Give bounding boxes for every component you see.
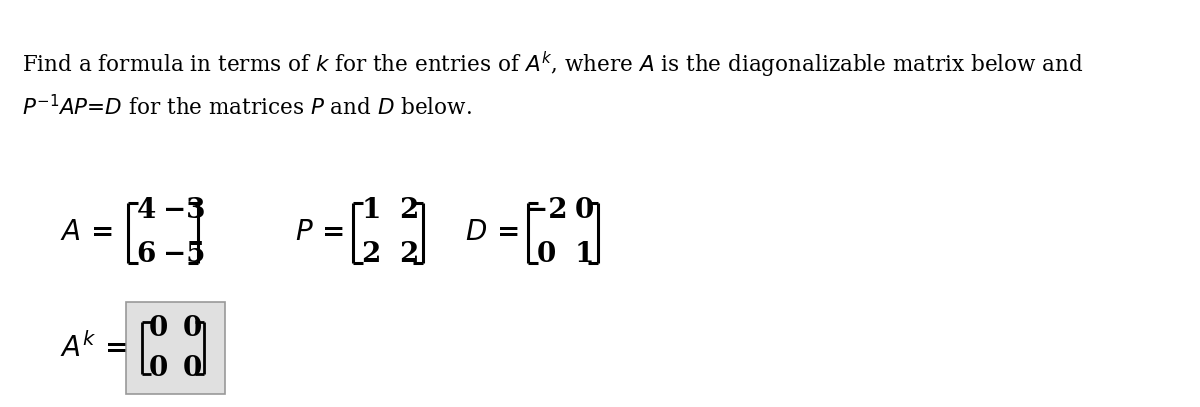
Text: Find a formula in terms of $\it{k}$ for the entries of $\it{A}^{\it{k}}$, where : Find a formula in terms of $\it{k}$ for … bbox=[22, 50, 1084, 80]
Text: 2: 2 bbox=[400, 241, 419, 269]
Text: 1: 1 bbox=[361, 197, 380, 225]
Text: $\it{D}$ =: $\it{D}$ = bbox=[466, 219, 518, 247]
Text: 0: 0 bbox=[575, 197, 594, 225]
Text: −3: −3 bbox=[163, 197, 205, 225]
Text: 6: 6 bbox=[137, 241, 156, 269]
Text: 1: 1 bbox=[575, 241, 594, 269]
Text: $\it{P}^{-1}\it{A}\it{P}$=$\it{D}$ for the matrices $\it{P}$ and $\it{D}$ below.: $\it{P}^{-1}\it{A}\it{P}$=$\it{D}$ for t… bbox=[22, 95, 472, 120]
Text: 0: 0 bbox=[182, 315, 202, 341]
Text: $\it{A}^{\it{k}}$ =: $\it{A}^{\it{k}}$ = bbox=[60, 333, 126, 363]
Text: $\it{P}$ =: $\it{P}$ = bbox=[295, 219, 343, 247]
Text: 0: 0 bbox=[149, 354, 168, 381]
Text: 4: 4 bbox=[137, 197, 156, 225]
Text: 2: 2 bbox=[361, 241, 380, 269]
Text: 2: 2 bbox=[400, 197, 419, 225]
Text: 0: 0 bbox=[536, 241, 556, 269]
Text: 0: 0 bbox=[149, 315, 168, 341]
Text: −5: −5 bbox=[163, 241, 205, 269]
Text: 0: 0 bbox=[182, 354, 202, 381]
Text: −2: −2 bbox=[524, 197, 568, 225]
Text: $\it{A}$ =: $\it{A}$ = bbox=[60, 219, 113, 247]
FancyBboxPatch shape bbox=[126, 302, 224, 394]
